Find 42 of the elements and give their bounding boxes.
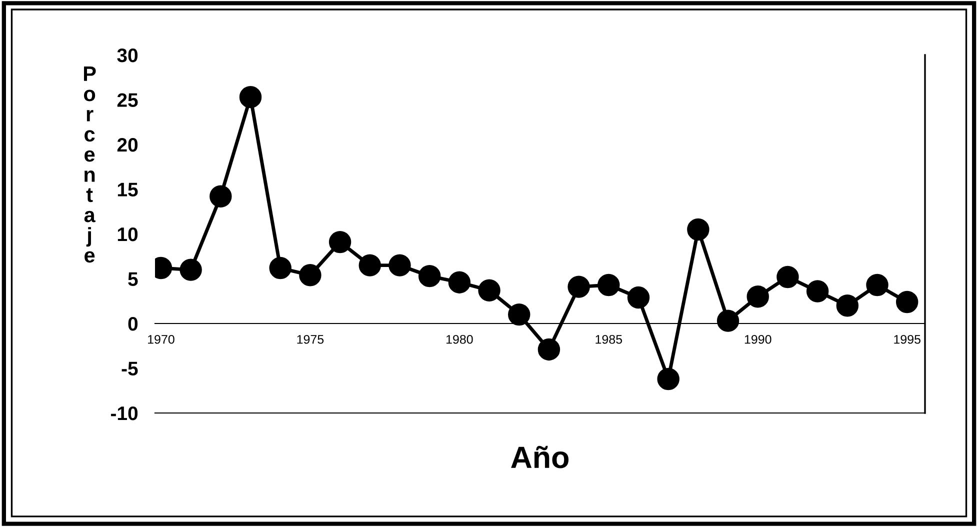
x-tick-label: 1970 <box>148 334 174 344</box>
y-tick-label: 25 <box>117 93 138 107</box>
text: Porcentaje <box>84 66 96 263</box>
x-tick-label: 1995 <box>894 334 920 344</box>
point <box>598 274 620 296</box>
point <box>836 294 859 317</box>
point <box>508 303 530 326</box>
point <box>716 310 740 332</box>
point <box>239 86 262 108</box>
point <box>746 286 769 308</box>
point <box>478 279 500 302</box>
point <box>180 258 202 281</box>
y-tick-label: 20 <box>117 138 138 152</box>
point <box>776 266 799 288</box>
y-tick-label: 15 <box>118 182 138 196</box>
point <box>627 286 650 309</box>
point <box>358 254 381 276</box>
x-tick-label: 1990 <box>744 334 772 344</box>
point <box>687 218 710 241</box>
y-tick-label: 0 <box>128 316 138 331</box>
y-tick-label: 30 <box>117 48 138 62</box>
x-tick-label: 1975 <box>297 334 324 344</box>
point <box>269 256 292 280</box>
point <box>299 264 322 286</box>
y-tick-label: -10 <box>110 406 138 420</box>
point <box>538 338 560 361</box>
y-tick-label: -5 <box>122 362 138 376</box>
point <box>896 290 918 314</box>
point <box>568 276 590 298</box>
x-tick-label: 1980 <box>446 334 473 344</box>
point <box>418 264 441 288</box>
point <box>448 271 471 294</box>
point <box>866 274 888 296</box>
point <box>388 254 411 276</box>
point <box>806 280 829 302</box>
point <box>657 368 680 390</box>
point <box>210 185 232 208</box>
point <box>328 230 352 254</box>
x-tick-label: 1985 <box>596 334 622 344</box>
x-axis-title: Año <box>511 446 569 468</box>
y-tick-label: 10 <box>118 227 138 242</box>
y-tick-label: 5 <box>128 272 138 286</box>
